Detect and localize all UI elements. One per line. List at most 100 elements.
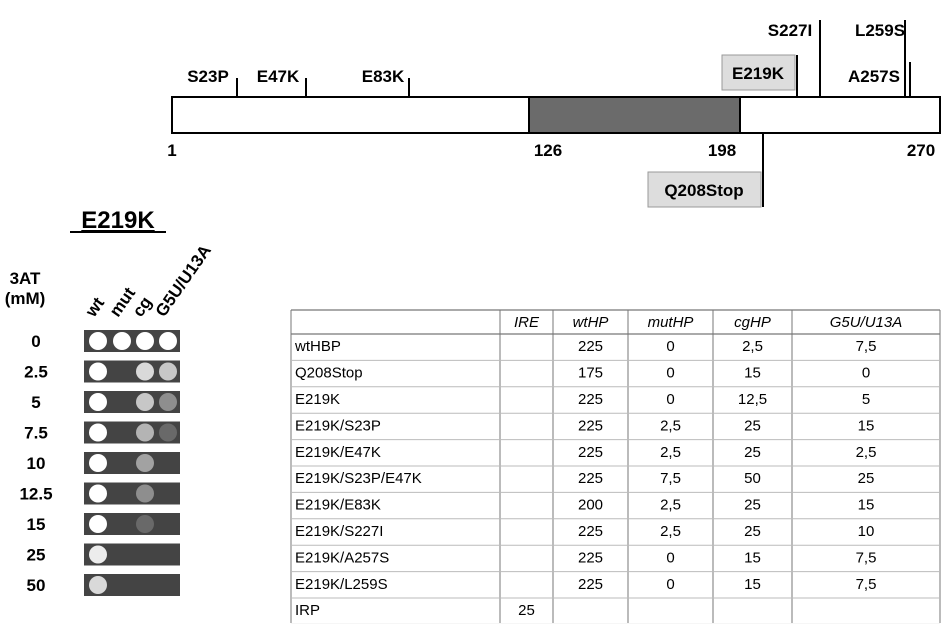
concentration-label: 12.5	[19, 485, 52, 504]
concentration-label: 15	[27, 515, 46, 534]
plate-strip	[84, 543, 180, 566]
concentration-label: 2.5	[24, 363, 48, 382]
table-cell: 25	[744, 497, 761, 514]
plate-strip	[84, 391, 180, 413]
table-cell: 2,5	[660, 497, 681, 514]
table-cell: 7,5	[856, 549, 877, 566]
plate-strip	[84, 421, 180, 444]
colony-spot	[89, 362, 107, 381]
table-cell: 0	[666, 365, 674, 382]
colony-spot	[159, 362, 177, 381]
colony-spot	[136, 393, 154, 411]
colony-spot	[89, 423, 107, 442]
table-cell: 175	[578, 365, 603, 382]
table-cell: 0	[666, 338, 674, 355]
axis-label: 3AT	[10, 269, 41, 288]
concentration-label: 10	[27, 454, 46, 473]
colony-spot	[89, 484, 107, 503]
table-cell: 225	[578, 338, 603, 355]
table-cell: 200	[578, 497, 603, 514]
position-label: 198	[708, 141, 736, 160]
colony-spot	[89, 393, 107, 411]
plate-strip	[84, 513, 180, 535]
colony-spot	[113, 332, 131, 350]
colony-spot	[159, 423, 177, 442]
table-cell: 7,5	[660, 470, 681, 487]
row-name: Q208Stop	[295, 365, 363, 382]
table-cell: 225	[578, 417, 603, 434]
mutation-label: S23P	[187, 67, 229, 86]
table-cell: 15	[744, 549, 761, 566]
position-label: 1	[167, 141, 176, 160]
mutation-box	[647, 171, 762, 208]
row-name: E219K/S23P/E47K	[295, 470, 422, 487]
mutation-label: E47K	[257, 67, 300, 86]
row-name: E219K/A257S	[295, 549, 389, 566]
column-header: IRE	[514, 314, 540, 331]
mutation-box	[721, 54, 796, 91]
column-header: cgHP	[734, 314, 771, 331]
table-cell: 2,5	[856, 444, 877, 461]
table-cell: 0	[666, 391, 674, 408]
column-label: G5U/U13A	[152, 241, 215, 320]
table-cell: 15	[858, 417, 875, 434]
table-cell: 7,5	[856, 338, 877, 355]
table-cell: 225	[578, 549, 603, 566]
table-cell: 15	[744, 576, 761, 593]
table-cell: 225	[578, 523, 603, 540]
plate-strip	[84, 482, 180, 505]
colony-spot	[89, 454, 107, 472]
table-cell: 7,5	[856, 576, 877, 593]
mutation-label: Q208Stop	[664, 181, 743, 200]
colony-spot	[136, 423, 154, 442]
result-table: IRE wtHP mutHP cgHP G5U/U13A wtHBP 225 0 2,5 7,5 Q…	[290, 309, 941, 624]
colony-spot	[136, 332, 154, 350]
row-name: E219K/E83K	[295, 497, 381, 514]
colony-spot	[89, 332, 107, 350]
colony-spot	[89, 545, 107, 564]
table-cell: 15	[744, 365, 761, 382]
plate-strip	[84, 452, 180, 474]
table-cell: 25	[858, 470, 875, 487]
plate-strip	[84, 330, 180, 352]
mutation-label: E83K	[362, 67, 405, 86]
position-label: 270	[907, 141, 935, 160]
colony-spot	[159, 393, 177, 411]
table-cell: 2,5	[660, 444, 681, 461]
table-cell: 225	[578, 576, 603, 593]
concentration-label: 0	[31, 332, 40, 351]
table-cell: 25	[744, 417, 761, 434]
table-cell: 50	[744, 470, 761, 487]
plate-strip	[84, 360, 180, 383]
table-cell: 5	[862, 391, 870, 408]
concentration-label: 25	[27, 546, 46, 565]
row-name: IRP	[295, 602, 320, 619]
column-header: wtHP	[573, 314, 609, 331]
table-cell: 225	[578, 470, 603, 487]
mutation-ticks	[236, 20, 911, 207]
table-cell: 10	[858, 523, 875, 540]
column-header: mutHP	[648, 314, 694, 331]
table-cell: 0	[666, 549, 674, 566]
column-header: G5U/U13A	[830, 314, 903, 331]
mutation-label: E219K	[732, 64, 785, 83]
table-cell: 2,5	[660, 523, 681, 540]
column-label: wt	[81, 294, 108, 321]
table-cell: 0	[862, 365, 870, 382]
row-name: E219K/S23P	[295, 417, 381, 434]
table-cell: 225	[578, 391, 603, 408]
colony-spot	[89, 515, 107, 533]
table-cell: 15	[858, 497, 875, 514]
colony-spot	[136, 515, 154, 533]
position-label: 126	[534, 141, 562, 160]
concentration-label: 50	[27, 576, 46, 595]
table-cell: 25	[744, 444, 761, 461]
row-name: E219K	[295, 391, 340, 408]
row-name: E219K/S227I	[295, 523, 383, 540]
table-cell: 25	[744, 523, 761, 540]
table-cell: 0	[666, 576, 674, 593]
row-name: E219K/E47K	[295, 444, 381, 461]
table-cell: 25	[518, 602, 535, 619]
